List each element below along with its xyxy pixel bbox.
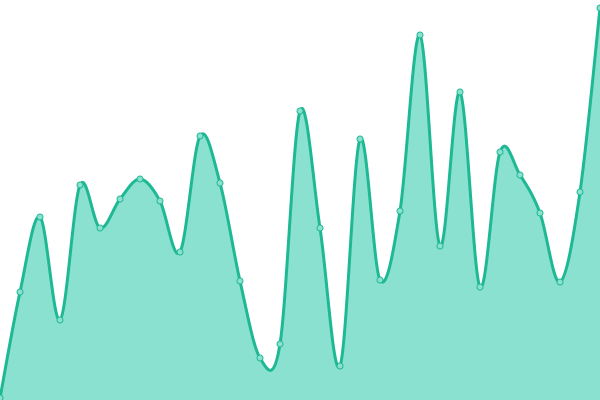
- point: [56, 316, 64, 324]
- point: [96, 224, 104, 232]
- point: [556, 278, 564, 286]
- point: [296, 107, 304, 115]
- point: [536, 209, 544, 217]
- point: [496, 148, 504, 156]
- point: [596, 4, 600, 12]
- point: [356, 135, 364, 143]
- point: [396, 207, 404, 215]
- point: [516, 171, 524, 179]
- point: [336, 362, 344, 370]
- point: [276, 340, 284, 348]
- point: [256, 354, 264, 362]
- point: [576, 188, 584, 196]
- line: [0, 7, 600, 399]
- point: [0, 394, 4, 400]
- point: [36, 213, 44, 221]
- point: [196, 132, 204, 140]
- point: [216, 179, 224, 187]
- point: [176, 248, 184, 256]
- point: [136, 175, 144, 183]
- area-fill: [0, 8, 600, 400]
- point: [416, 31, 424, 39]
- point: [456, 88, 464, 96]
- point: [376, 276, 384, 284]
- point: [236, 277, 244, 285]
- point: [476, 283, 484, 291]
- point: [156, 197, 164, 205]
- point: [436, 242, 444, 250]
- point: [116, 195, 124, 203]
- point: [16, 288, 24, 296]
- point: [76, 181, 84, 189]
- point: [316, 224, 324, 232]
